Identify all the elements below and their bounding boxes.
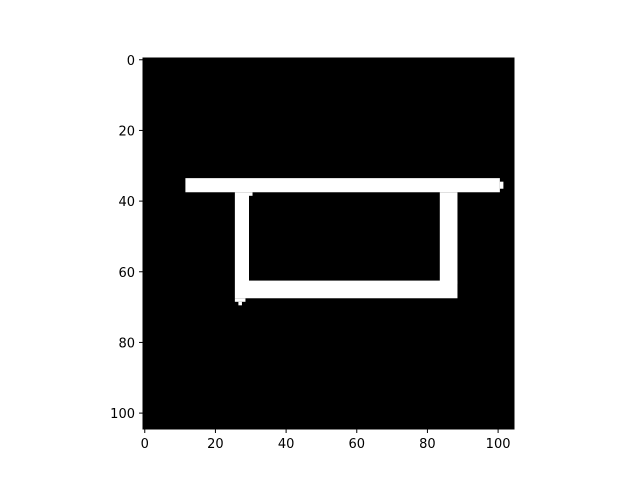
mask-bottom-left-stub [234, 298, 246, 302]
image-background [143, 58, 514, 429]
y-tick-label: 80 [118, 336, 135, 351]
x-tick-label: 0 [141, 437, 149, 452]
x-tick-label: 40 [278, 437, 295, 452]
x-tick-label: 20 [207, 437, 224, 452]
x-tick-label: 100 [486, 437, 511, 452]
y-tick-label: 0 [127, 54, 135, 69]
y-tick-label: 100 [110, 407, 135, 422]
x-axis: 0 20 40 60 80 100 [141, 429, 511, 452]
mask-bottom-bar [249, 280, 458, 299]
mask-right-post [439, 192, 458, 285]
y-tick-label: 40 [118, 195, 135, 210]
mask-left-post-inner-lip [249, 192, 253, 196]
y-tick-label: 20 [118, 124, 135, 139]
plot-area [143, 58, 514, 429]
y-tick-label: 60 [118, 266, 135, 281]
axes-frame [142, 57, 515, 430]
mask-top-bar [185, 178, 500, 193]
y-axis: 0 20 40 60 80 100 [110, 54, 143, 422]
x-tick-label: 80 [419, 437, 436, 452]
x-tick-label: 60 [348, 437, 365, 452]
mask-left-post [234, 192, 249, 299]
mask-top-bar-right-nub [499, 181, 504, 189]
mask-bottom-left-stub-2 [238, 301, 242, 306]
